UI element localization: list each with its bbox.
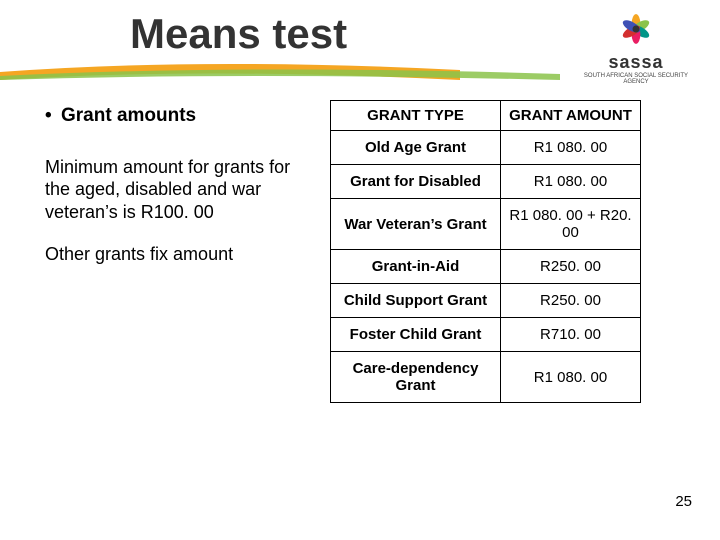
bullet-dot-icon: •	[45, 104, 61, 128]
cell-type: Grant for Disabled	[331, 165, 501, 199]
cell-amount: R1 080. 00 + R20. 00	[501, 199, 641, 250]
table-row: War Veteran’s Grant R1 080. 00 + R20. 00	[331, 199, 641, 250]
page-title: Means test	[130, 10, 347, 58]
col-grant-type: GRANT TYPE	[331, 101, 501, 131]
table-row: Child Support Grant R250. 00	[331, 284, 641, 318]
content: • Grant amounts Minimum amount for grant…	[0, 100, 720, 520]
cell-type: Foster Child Grant	[331, 318, 501, 352]
sassa-logo-icon	[615, 8, 657, 50]
bullet-item: • Grant amounts	[45, 104, 305, 128]
cell-amount: R250. 00	[501, 284, 641, 318]
bullet-heading: Grant amounts	[61, 104, 196, 128]
grants-table: GRANT TYPE GRANT AMOUNT Old Age Grant R1…	[330, 100, 641, 403]
cell-amount: R1 080. 00	[501, 352, 641, 403]
col-grant-amount: GRANT AMOUNT	[501, 101, 641, 131]
header: Means test sassa SOUTH AFRICAN SOCIAL	[0, 0, 720, 90]
cell-type: Grant-in-Aid	[331, 250, 501, 284]
paragraph-2: Other grants fix amount	[45, 243, 305, 266]
cell-type: Care-dependency Grant	[331, 352, 501, 403]
cell-amount: R250. 00	[501, 250, 641, 284]
paragraph-1: Minimum amount for grants for the aged, …	[45, 156, 305, 224]
cell-amount: R1 080. 00	[501, 165, 641, 199]
table-row: Old Age Grant R1 080. 00	[331, 131, 641, 165]
header-swoosh	[0, 62, 720, 80]
cell-type: Child Support Grant	[331, 284, 501, 318]
slide: Means test sassa SOUTH AFRICAN SOCIAL	[0, 0, 720, 540]
cell-type: War Veteran’s Grant	[331, 199, 501, 250]
cell-amount: R1 080. 00	[501, 131, 641, 165]
cell-amount: R710. 00	[501, 318, 641, 352]
cell-type: Old Age Grant	[331, 131, 501, 165]
page-number: 25	[675, 493, 692, 510]
table-row: Grant for Disabled R1 080. 00	[331, 165, 641, 199]
left-column: • Grant amounts Minimum amount for grant…	[45, 104, 305, 286]
table-row: Care-dependency Grant R1 080. 00	[331, 352, 641, 403]
table-row: Grant-in-Aid R250. 00	[331, 250, 641, 284]
table-row: Foster Child Grant R710. 00	[331, 318, 641, 352]
table-header-row: GRANT TYPE GRANT AMOUNT	[331, 101, 641, 131]
